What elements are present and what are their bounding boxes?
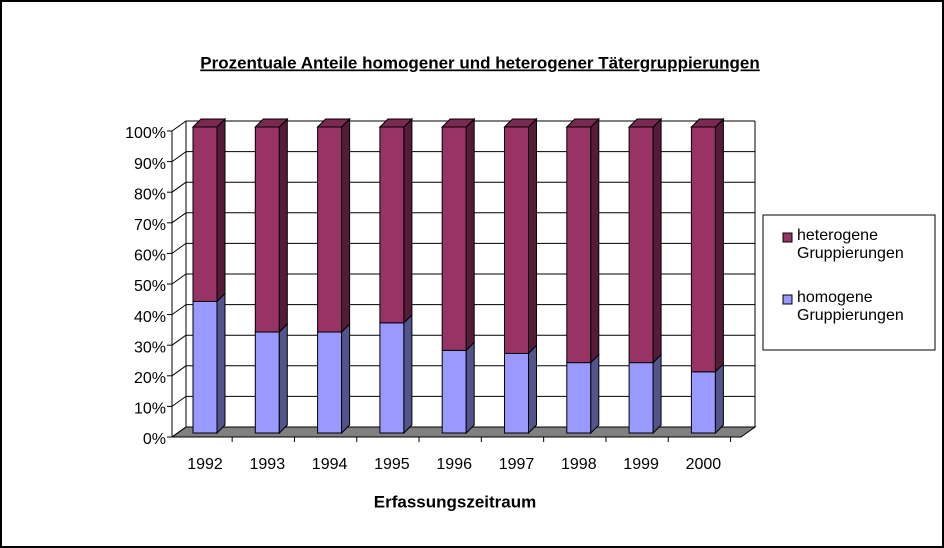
bar-segment: [628, 126, 654, 364]
bar-side: [714, 117, 724, 374]
y-tick-label: 50%: [134, 278, 166, 295]
y-tick-label: 70%: [134, 217, 166, 234]
x-tick-label: 1999: [623, 456, 659, 473]
chart-title: Prozentuale Anteile homogener und hetero…: [200, 53, 760, 72]
bar-top: [316, 118, 351, 128]
bar-side: [403, 117, 413, 325]
x-tick-label: 1992: [187, 456, 223, 473]
grid-line-side: [171, 334, 187, 346]
bar-segment: [690, 371, 716, 434]
bar-side: [403, 313, 413, 435]
grid-line-side: [171, 181, 187, 193]
grid-line-side: [171, 212, 187, 224]
bar-side: [590, 117, 600, 364]
bar-segment: [254, 126, 280, 333]
bar-top: [690, 118, 725, 128]
bar-segment: [504, 126, 529, 354]
x-tick-label: 1998: [561, 456, 597, 473]
bar-side: [278, 117, 288, 334]
y-tick-label: 0%: [143, 431, 166, 448]
x-tick-label: 1994: [312, 456, 348, 473]
x-tick-label: 1997: [499, 456, 535, 473]
x-tick-label: 1993: [250, 456, 286, 473]
bar-side: [216, 292, 226, 435]
bar-side: [341, 117, 351, 334]
bar-segment: [441, 126, 467, 351]
bar-segment: [379, 322, 405, 434]
legend-label: homogene Gruppierungen: [797, 289, 904, 324]
y-tick-label: 60%: [134, 248, 166, 265]
bar-side: [652, 117, 662, 364]
legend-swatch: [782, 294, 793, 305]
bar-segment: [504, 352, 529, 434]
bar-segment: [254, 331, 280, 434]
grid-line-side: [171, 151, 187, 163]
bar-side: [465, 117, 475, 352]
grid-line-side: [171, 273, 187, 285]
bar-top: [503, 118, 538, 128]
bar-segment: [379, 126, 405, 324]
legend-label: heterogene Gruppierungen: [797, 227, 904, 262]
bar-side: [528, 117, 537, 355]
bar-segment: [192, 126, 218, 302]
bar-side: [465, 341, 475, 435]
bar-side: [216, 117, 226, 303]
bar-side: [341, 322, 351, 435]
y-tick-label: 40%: [134, 309, 166, 326]
bar-segment: [628, 362, 654, 434]
y-tick-label: 80%: [134, 186, 166, 203]
bar-top: [565, 118, 601, 128]
x-tick-label: 1996: [436, 456, 472, 473]
bar-top: [254, 118, 289, 128]
bar-segment: [566, 362, 592, 434]
bar-segment: [690, 126, 716, 373]
bar-segment: [317, 331, 343, 434]
x-tick-label: 1995: [374, 456, 410, 473]
bar-top: [627, 118, 663, 128]
bar-top: [378, 118, 414, 128]
bar-segment: [566, 126, 592, 364]
bar-top: [191, 118, 227, 128]
y-tick-label: 90%: [134, 156, 166, 173]
bar-side: [590, 353, 600, 435]
bar-side: [714, 362, 724, 435]
bar-segment: [192, 300, 218, 434]
grid-line-side: [171, 426, 187, 438]
bar-side: [652, 353, 662, 435]
x-tick-label: 2000: [686, 456, 722, 473]
bar-side: [278, 322, 288, 435]
grid-line-side: [171, 395, 187, 407]
y-tick-label: 100%: [125, 125, 166, 142]
bar-segment: [317, 126, 343, 333]
x-axis-label: Erfassungszeitraum: [374, 492, 537, 511]
y-tick-label: 30%: [134, 339, 166, 356]
grid-line-side: [171, 365, 187, 377]
bar-side: [528, 344, 537, 435]
grid-line-side: [171, 304, 187, 316]
y-tick-label: 10%: [134, 401, 166, 418]
bar-top: [440, 118, 476, 128]
grid-line-side: [171, 120, 187, 132]
bar-segment: [441, 349, 467, 434]
legend-swatch: [782, 232, 793, 243]
y-tick-label: 20%: [134, 370, 166, 387]
grid-line-side: [171, 242, 187, 254]
